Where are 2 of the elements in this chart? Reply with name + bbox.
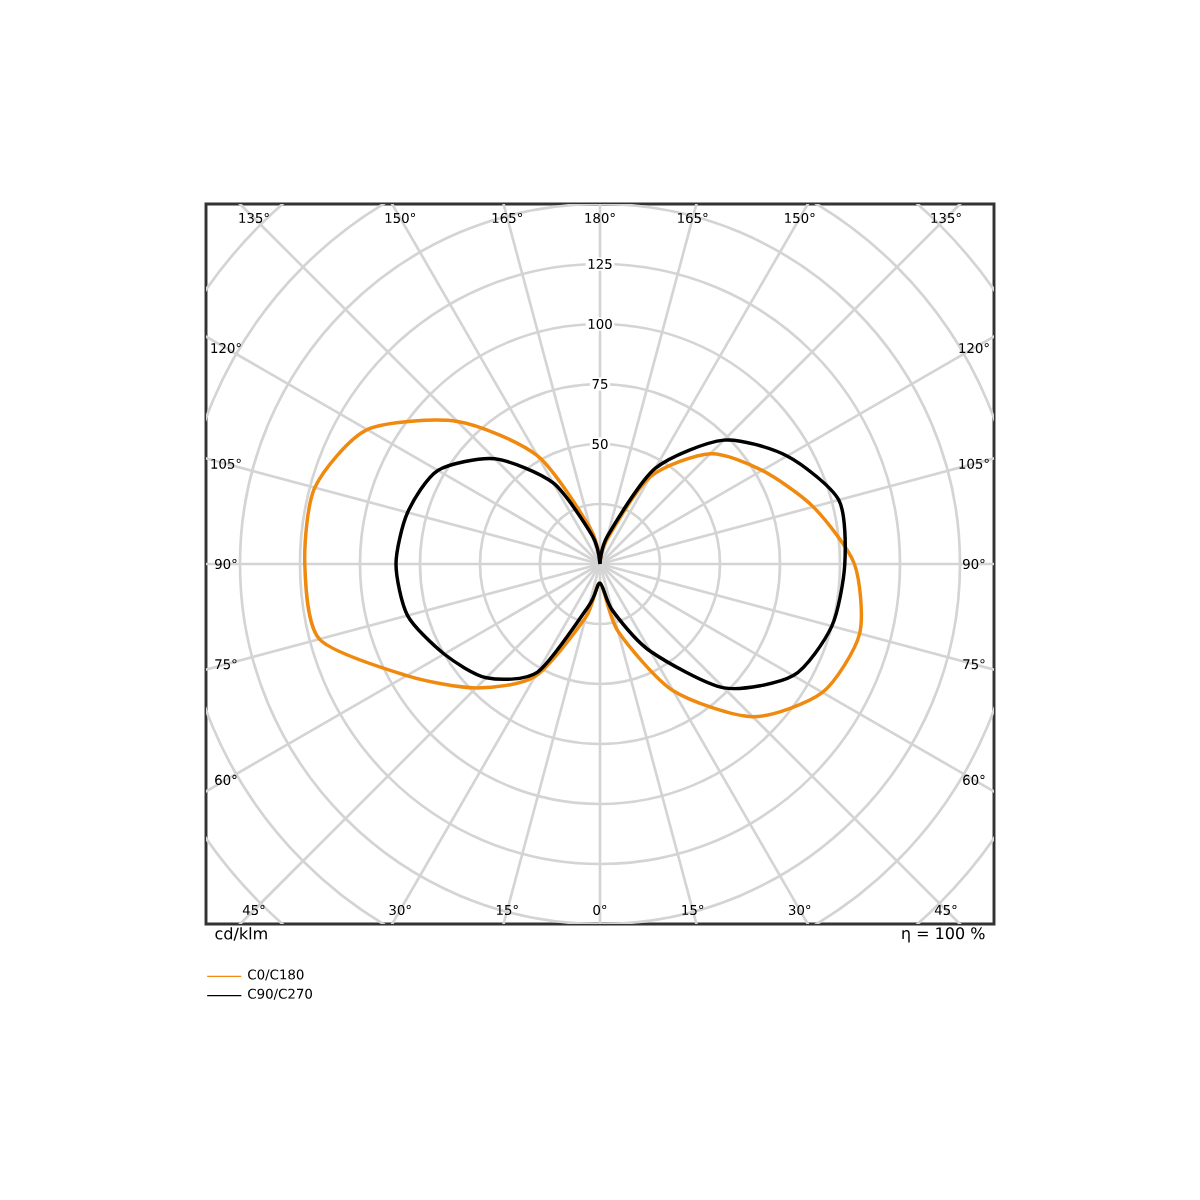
text: η = 100 % <box>902 927 985 943</box>
text: cd/klm <box>215 927 267 941</box>
